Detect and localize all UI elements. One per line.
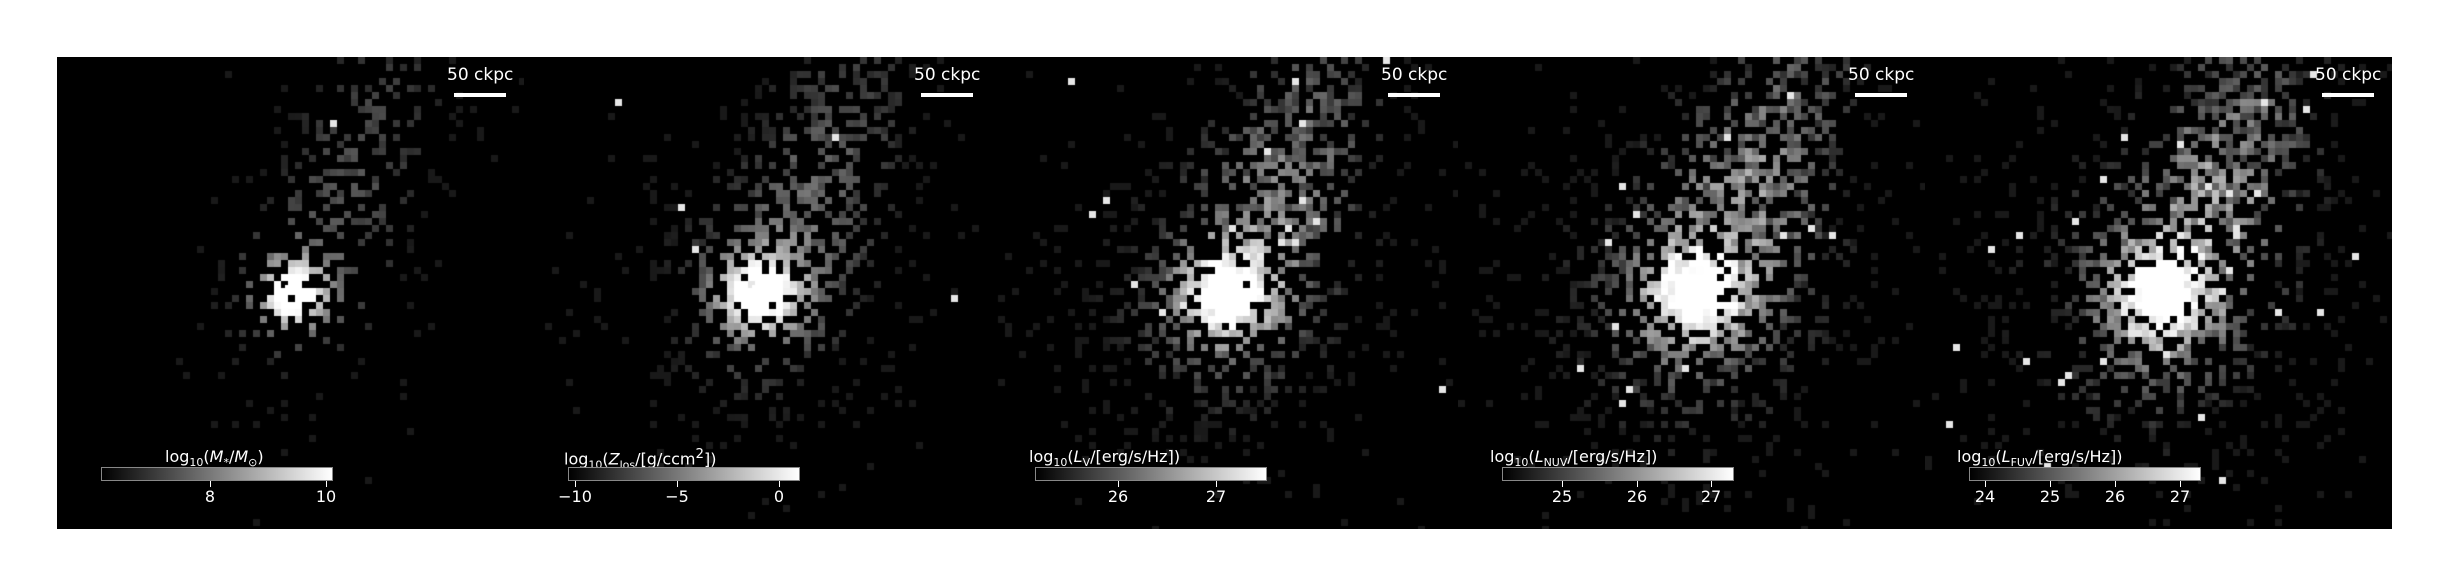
colorbar-label: log10(LFUV/[erg/s/Hz])	[1957, 447, 2123, 470]
colorbar-tick-label: 26	[2104, 487, 2126, 506]
colorbar-tick	[2115, 481, 2116, 487]
metallicity-panel: 50 ckpc log10(Zlos/[g/ccm2]) −10 −5 0	[524, 57, 991, 529]
colorbar-label: log10(LNUV/[erg/s/Hz])	[1490, 447, 1658, 470]
fuv-map	[1925, 57, 2392, 529]
colorbar-tick-label: 10	[315, 487, 337, 506]
colorbar	[568, 467, 800, 481]
fuv-panel: 50 ckpc log10(LFUV/[erg/s/Hz]) 24 25 26 …	[1925, 57, 2392, 529]
stellar-mass-panel: 50 ckpc log10(M*/M⊙) 8 10	[57, 57, 524, 529]
colorbar-tick-label: 25	[1551, 487, 1573, 506]
colorbar-tick	[1216, 481, 1217, 487]
v-band-map	[991, 57, 1458, 529]
colorbar-tick-label: 27	[1205, 487, 1227, 506]
colorbar-label: log10(M*/M⊙)	[165, 447, 264, 470]
colorbar-tick	[326, 481, 327, 487]
colorbar-tick-label: −10	[558, 487, 592, 506]
colorbar-label: log10(LV/[erg/s/Hz])	[1029, 447, 1181, 470]
nuv-panel: 50 ckpc log10(LNUV/[erg/s/Hz]) 25 26 27	[1458, 57, 1925, 529]
scale-bar	[1855, 93, 1907, 97]
colorbar	[1502, 467, 1734, 481]
colorbar-tick-label: 0	[773, 487, 785, 506]
colorbar-tick-label: 24	[1974, 487, 1996, 506]
colorbar-tick	[779, 481, 780, 487]
stellar-mass-map	[57, 57, 524, 529]
colorbar	[101, 467, 333, 481]
colorbar-tick	[2050, 481, 2051, 487]
colorbar-tick	[2180, 481, 2181, 487]
colorbar-tick-label: 8	[204, 487, 216, 506]
scale-bar-label: 50 ckpc	[447, 65, 514, 85]
colorbar-tick	[1985, 481, 1986, 487]
colorbar-tick-label: 27	[1700, 487, 1722, 506]
colorbar-tick	[1637, 481, 1638, 487]
scale-bar-label: 50 ckpc	[914, 65, 981, 85]
scale-bar	[1388, 93, 1440, 97]
colorbar-tick-label: 27	[2169, 487, 2191, 506]
colorbar-label: log10(Zlos/[g/ccm2])	[564, 447, 717, 472]
scale-bar-label: 50 ckpc	[2315, 65, 2382, 85]
colorbar-tick	[210, 481, 211, 487]
colorbar-tick	[575, 481, 576, 487]
v-band-panel: 50 ckpc log10(LV/[erg/s/Hz]) 26 27	[991, 57, 1458, 529]
colorbar-tick-label: 26	[1626, 487, 1648, 506]
scale-bar	[2322, 93, 2374, 97]
colorbar-tick	[1711, 481, 1712, 487]
colorbar-tick	[1562, 481, 1563, 487]
colorbar-tick-label: 26	[1107, 487, 1129, 506]
metallicity-map	[524, 57, 991, 529]
colorbar-tick-label: 25	[2039, 487, 2061, 506]
scale-bar	[921, 93, 973, 97]
scale-bar-label: 50 ckpc	[1381, 65, 1448, 85]
colorbar-tick	[1118, 481, 1119, 487]
colorbar-tick	[677, 481, 678, 487]
colorbar	[1969, 467, 2201, 481]
colorbar	[1035, 467, 1267, 481]
scale-bar-label: 50 ckpc	[1848, 65, 1915, 85]
scale-bar	[454, 93, 506, 97]
colorbar-tick-label: −5	[665, 487, 689, 506]
nuv-map	[1458, 57, 1925, 529]
